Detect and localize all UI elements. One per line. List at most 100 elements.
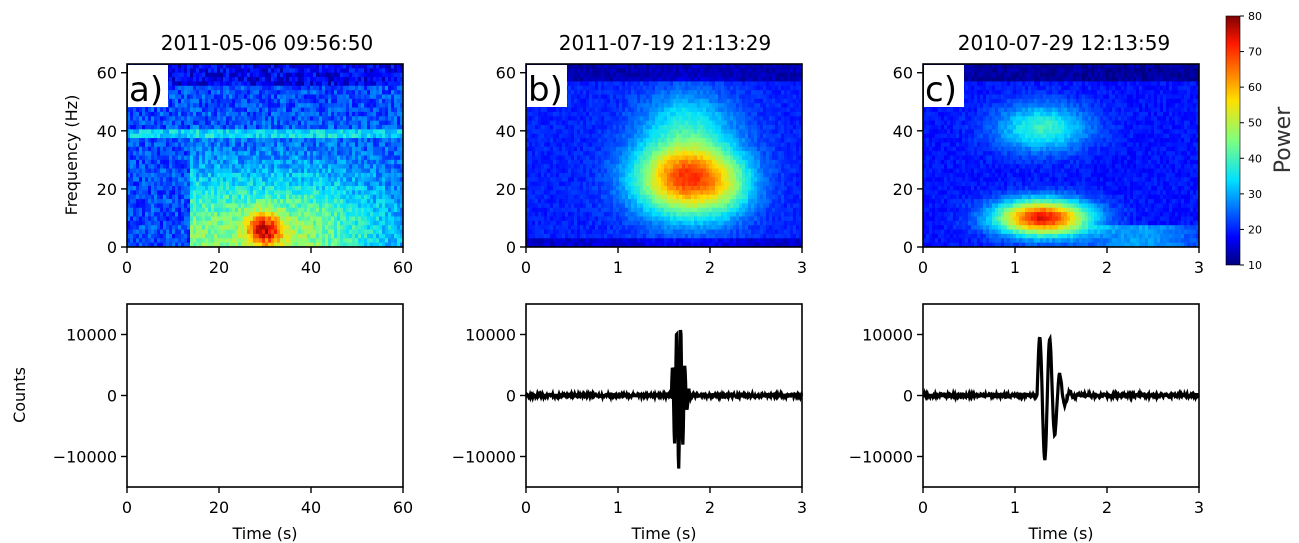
spectrogram-cell [601,111,605,117]
spectrogram-cell [283,242,287,247]
spectrogram-cell [271,225,275,231]
spectrogram-cell [166,111,170,117]
spectrogram-cell [250,168,254,174]
spectrogram-cell [631,81,635,87]
spectrogram-cell [262,242,266,247]
spectrogram-cell [151,116,155,122]
spectrogram-cell [136,168,140,174]
spectrogram-cell [196,225,200,231]
spectrogram-cell [349,168,353,174]
spectrogram-cell [367,207,371,213]
spectrogram-cell [220,85,224,91]
spectrogram-cell [658,68,662,74]
spectrogram-cell [391,155,395,161]
spectrogram-cell [232,111,236,117]
spectrogram-cell [274,229,278,235]
spectrogram-cell [691,81,695,87]
spectrogram-cell [328,233,332,239]
spectrogram-cell [361,168,365,174]
spectrogram-cell [331,68,335,74]
spectrogram-cell [721,94,725,100]
spectrogram-cell [241,207,245,213]
spectrogram-cell [349,159,353,165]
spectrogram-cell [313,120,317,126]
spectrogram-cell [253,168,257,174]
spectrogram-cell [640,64,644,69]
spectrogram-cell [382,129,386,135]
spectrogram-cell [292,186,296,191]
spectrogram-cell [181,138,185,144]
spectrogram-cell [175,98,179,104]
spectrogram-cell [373,186,377,191]
spectrogram-cell [241,229,245,235]
spectrogram-cell [274,159,278,165]
spectrogram-cell [172,151,176,157]
spectrogram-cell [397,177,401,183]
spectrogram-cell [391,168,395,174]
spectrogram-cell [313,151,317,157]
spectrogram-cell [172,168,176,174]
spectrogram-cell [355,146,359,152]
spectrogram-cell [391,138,395,144]
spectrogram-cell [346,146,350,152]
spectrogram-cell [337,133,341,139]
spectrogram-cell [337,116,341,122]
spectrogram-cell [394,98,398,104]
spectrogram-cell [670,111,674,117]
spectrogram-cell [250,111,254,117]
spectrogram-cell [166,151,170,157]
spectrogram-cell [616,85,620,91]
spectrogram-cell [229,220,233,226]
spectrogram-cell [133,107,137,113]
spectrogram-cell [340,64,344,69]
spectrogram-cell [751,64,755,69]
spectrogram-cell [577,90,581,96]
spectrogram-cell [340,225,344,231]
spectrogram-cell [388,212,392,218]
spectrogram-cell [151,142,155,148]
spectrogram-cell [253,190,257,196]
spectrogram-cell [244,181,248,187]
spectrogram-cell [619,85,623,91]
spectrogram-cell [340,138,344,144]
spectrogram-cell [556,111,560,117]
spectrogram-cell [397,164,401,170]
spectrogram-cell [307,151,311,157]
spectrogram-cell [715,111,719,117]
spectrogram-cell [214,64,218,69]
spectrogram-cell [232,220,236,226]
spectrogram-cell [295,242,299,247]
spectrogram-cell [712,111,716,117]
spectrogram-cell [625,111,629,117]
spectrogram-cell [685,64,689,69]
spectrogram-cell [169,159,173,165]
spectrogram-cell [568,81,572,87]
spectrogram-cell [373,216,377,222]
spectrogram-cell [283,94,287,100]
spectrogram-cell [145,146,149,152]
spectrogram-cell [331,177,335,183]
spectrogram-cell [352,81,356,87]
spectrogram-cell [301,77,305,83]
spectrogram-cell [307,164,311,170]
spectrogram-cell [247,146,251,152]
spectrogram-cell [271,98,275,104]
spectrogram-cell [283,120,287,126]
spectrogram-cell [607,77,611,83]
spectrogram-cell [742,90,746,96]
spectrogram-cell [271,133,275,139]
spectrogram-cell [187,212,191,218]
spectrogram-cell [628,81,632,87]
spectrogram-cell [184,190,188,196]
spectrogram-cell [235,194,239,200]
spectrogram-cell [232,168,236,174]
spectrogram-cell [364,190,368,196]
spectrogram-cell [382,233,386,239]
spectrogram-cell [730,81,734,87]
spectrogram-cell [193,203,197,209]
spectrogram-cell [607,107,611,113]
spectrogram-cell [328,199,332,205]
spectrogram-cell [379,155,383,161]
spectrogram-cell [775,98,779,104]
spectrogram-cell [328,242,332,247]
